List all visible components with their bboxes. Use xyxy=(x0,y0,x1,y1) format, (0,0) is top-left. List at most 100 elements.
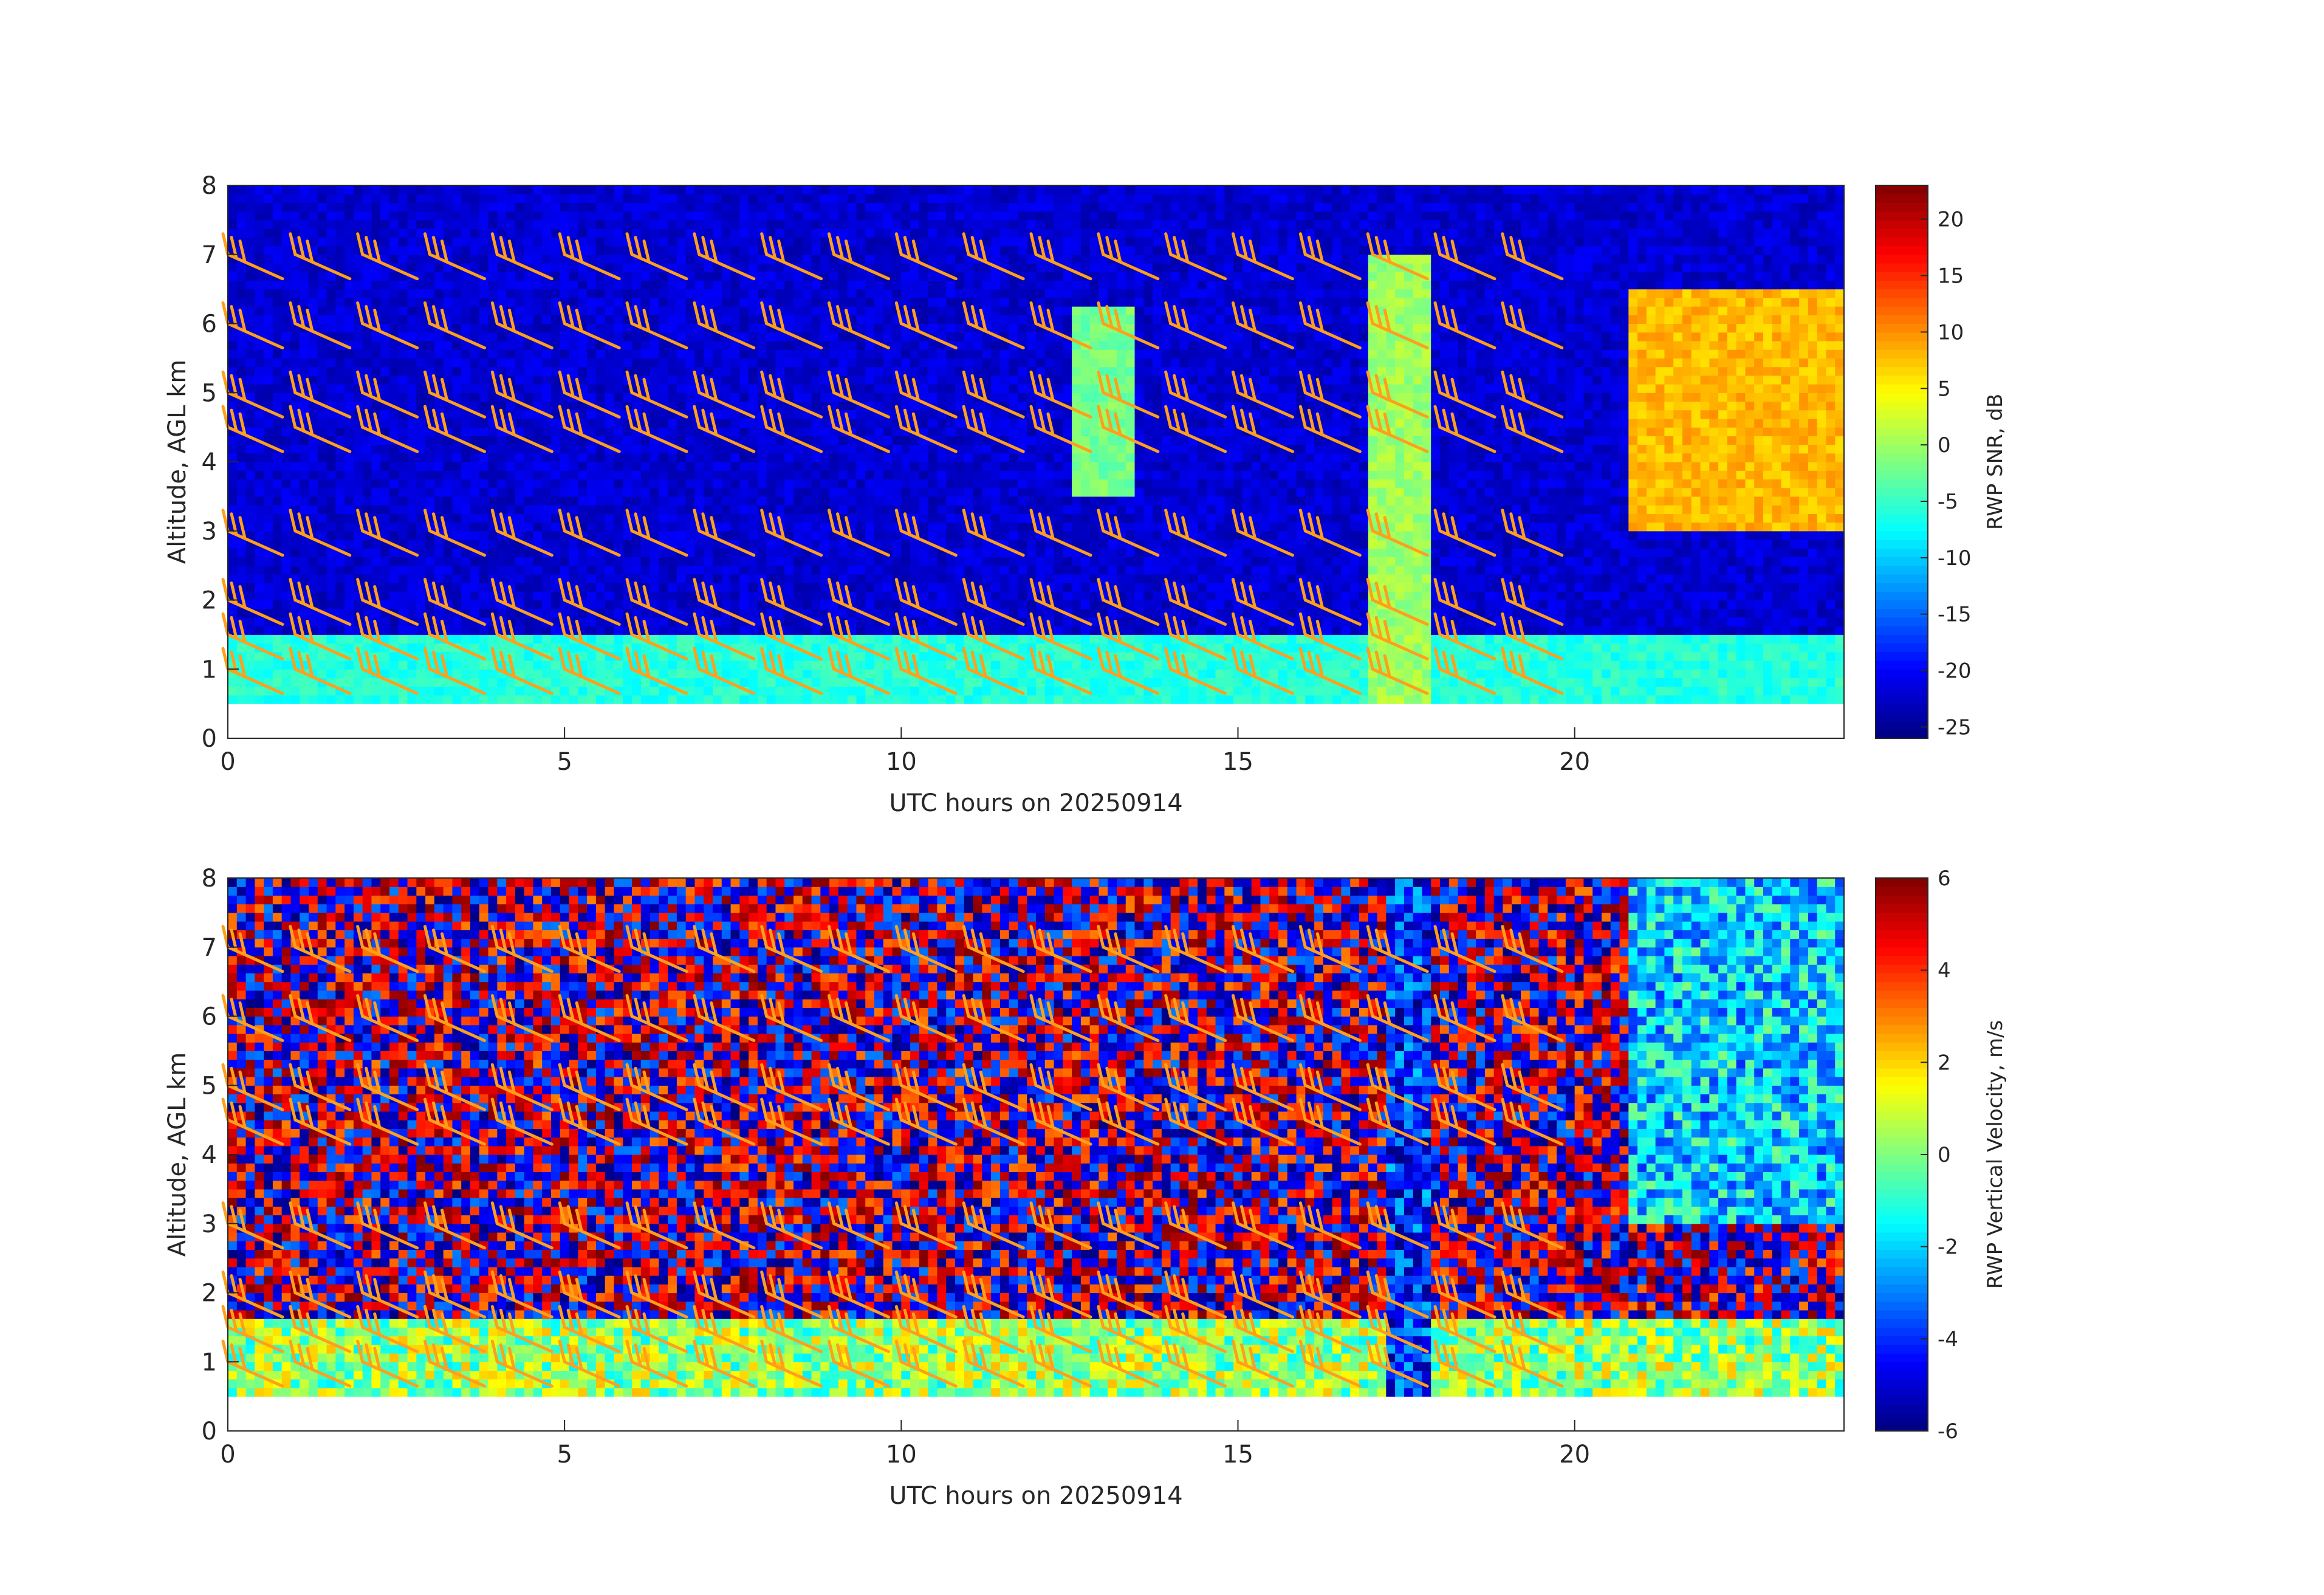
heatmap-cell xyxy=(694,332,704,341)
heatmap-cell xyxy=(255,565,264,575)
heatmap-cell xyxy=(739,453,749,462)
heatmap-cell xyxy=(721,202,732,212)
heatmap-cell xyxy=(398,349,408,358)
heatmap-cell xyxy=(883,487,893,497)
heatmap-cell xyxy=(685,634,696,644)
heatmap-cell xyxy=(434,349,444,358)
heatmap-cell xyxy=(309,487,318,497)
heatmap-cell xyxy=(829,211,839,221)
heatmap-cell xyxy=(317,530,327,540)
heatmap-cell xyxy=(874,202,884,212)
heatmap-cell xyxy=(578,185,588,194)
heatmap-cell xyxy=(542,557,552,566)
heatmap-cell xyxy=(883,436,893,445)
heatmap-cell xyxy=(847,496,857,506)
heatmap-cell xyxy=(595,505,606,514)
heatmap-cell xyxy=(281,202,292,212)
heatmap-cell xyxy=(506,202,516,212)
heatmap-cell xyxy=(874,487,884,497)
heatmap-cell xyxy=(281,496,292,506)
heatmap-cell xyxy=(542,358,552,368)
heatmap-cell xyxy=(470,530,480,540)
heatmap-cell xyxy=(784,686,794,696)
heatmap-cell xyxy=(362,262,372,272)
heatmap-cell xyxy=(353,194,363,204)
heatmap-cell xyxy=(255,505,264,514)
heatmap-cell xyxy=(264,393,273,402)
heatmap-cell xyxy=(595,453,606,462)
heatmap-cell xyxy=(659,297,668,307)
heatmap-cell xyxy=(757,194,767,204)
heatmap-cell xyxy=(659,565,668,575)
heatmap-cell xyxy=(659,410,668,419)
heatmap-cell xyxy=(650,245,659,255)
heatmap-cell xyxy=(309,453,318,462)
heatmap-cell xyxy=(802,626,812,635)
heatmap-cell xyxy=(578,272,588,281)
heatmap-cell xyxy=(344,375,354,385)
heatmap-cell xyxy=(676,349,687,358)
heatmap-cell xyxy=(749,513,758,523)
heatmap-cell xyxy=(713,237,722,247)
heatmap-cell xyxy=(587,289,597,298)
heatmap-cell xyxy=(317,272,327,281)
heatmap-cell xyxy=(955,262,965,272)
heatmap-cell xyxy=(802,194,812,204)
heatmap-cell xyxy=(946,237,956,247)
heatmap-cell xyxy=(937,254,947,264)
heatmap-cell xyxy=(910,505,920,514)
heatmap-cell xyxy=(829,262,839,272)
heatmap-cell xyxy=(461,574,471,583)
heatmap-cell xyxy=(587,410,597,419)
heatmap-cell xyxy=(398,219,408,229)
heatmap-cell xyxy=(713,686,722,696)
heatmap-cell xyxy=(416,617,426,626)
heatmap-cell xyxy=(659,228,668,238)
heatmap-cell xyxy=(470,384,480,393)
heatmap-cell xyxy=(578,695,588,704)
heatmap-cell xyxy=(236,444,247,454)
heatmap-cell xyxy=(856,349,866,358)
heatmap-cell xyxy=(721,470,732,480)
heatmap-cell xyxy=(784,306,794,315)
heatmap-cell xyxy=(542,634,552,644)
heatmap-cell xyxy=(362,349,372,358)
heatmap-cell xyxy=(228,401,238,411)
heatmap-cell xyxy=(245,315,255,324)
heatmap-cell xyxy=(551,323,561,333)
heatmap-cell xyxy=(901,202,911,212)
heatmap-cell xyxy=(811,323,821,333)
heatmap-cell xyxy=(883,393,893,402)
heatmap-cell xyxy=(694,677,704,687)
heatmap-cell xyxy=(228,332,238,341)
heatmap-cell xyxy=(775,548,785,558)
heatmap-cell xyxy=(560,677,570,687)
heatmap-cell xyxy=(632,574,642,583)
heatmap-cell xyxy=(524,418,534,428)
heatmap-cell xyxy=(560,496,570,506)
heatmap-cell xyxy=(595,470,606,480)
heatmap-cell xyxy=(290,505,300,514)
heatmap-cell xyxy=(749,496,758,506)
heatmap-cell xyxy=(443,375,453,385)
heatmap-cell xyxy=(380,254,390,264)
heatmap-cell xyxy=(407,262,417,272)
heatmap-cell xyxy=(488,427,498,436)
heatmap-cell xyxy=(434,548,444,558)
heatmap-cell xyxy=(632,608,642,618)
heatmap-cell xyxy=(533,565,543,575)
heatmap-cell xyxy=(892,185,902,194)
heatmap-cell xyxy=(676,185,687,194)
heatmap-cell xyxy=(676,505,687,514)
heatmap-cell xyxy=(757,332,767,341)
heatmap-cell xyxy=(452,574,462,583)
heatmap-cell xyxy=(946,626,956,635)
heatmap-cell xyxy=(946,211,956,221)
heatmap-cell xyxy=(721,548,732,558)
heatmap-cell xyxy=(739,418,749,428)
heatmap-cell xyxy=(595,280,606,290)
heatmap-cell xyxy=(928,444,938,454)
heatmap-cell xyxy=(524,393,534,402)
heatmap-cell xyxy=(928,453,938,462)
heatmap-cell xyxy=(713,548,722,558)
